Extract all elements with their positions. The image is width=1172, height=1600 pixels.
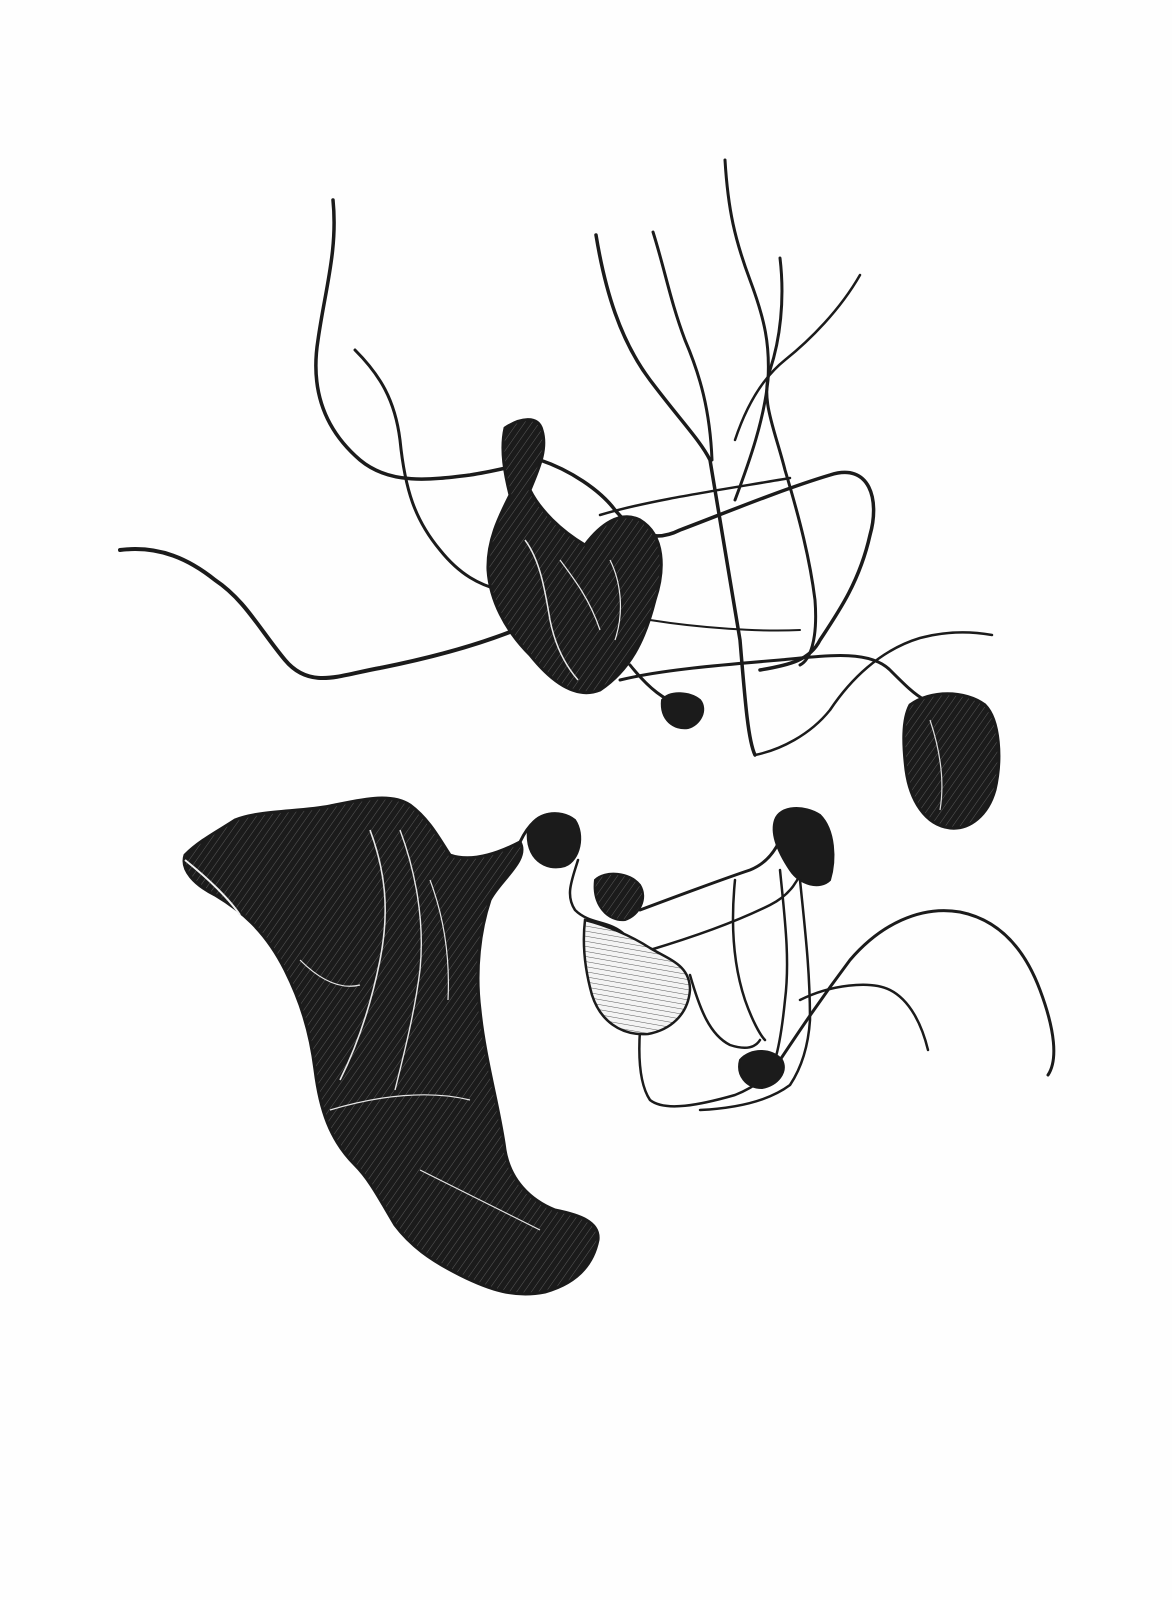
upper-main-pod [486, 418, 663, 695]
lower-large-mass [182, 796, 600, 1296]
lower-tendrils [518, 813, 1056, 1112]
lower-hatched-bulb [582, 918, 692, 1036]
right-hanging-pod [902, 692, 1001, 830]
lower-knots [526, 807, 835, 1090]
upper-small-knot [660, 692, 705, 730]
